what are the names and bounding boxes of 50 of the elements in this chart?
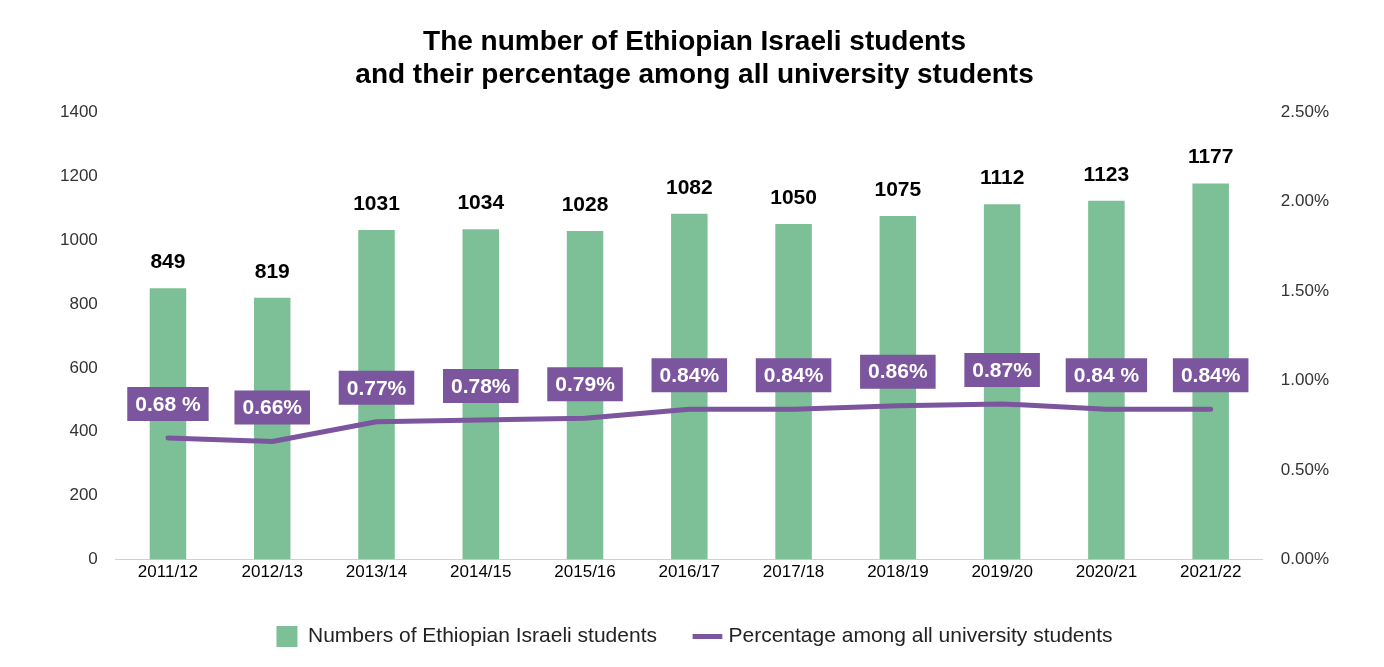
- data-label: 1112: [979, 165, 1025, 189]
- y2-tick-label: 0.00%: [1280, 549, 1329, 569]
- legend-label: Percentage among all university students: [728, 623, 1113, 647]
- x-tick-label: 2016/17: [658, 562, 721, 582]
- y-tick-label: 400: [69, 421, 98, 441]
- y2-tick-label: 1.50%: [1280, 280, 1329, 300]
- y-tick-label: 1400: [59, 101, 98, 121]
- data-label: 0.84 %: [1073, 363, 1140, 387]
- data-label: 0.78%: [450, 373, 511, 397]
- data-label: 0.84%: [763, 363, 824, 387]
- x-tick-label: 2013/14: [345, 562, 408, 582]
- x-tick-label: 2011/12: [137, 562, 199, 582]
- data-label: 1028: [561, 191, 609, 215]
- y-tick-label: 600: [69, 357, 98, 377]
- data-label: 1075: [874, 176, 922, 200]
- data-label: 849: [150, 249, 186, 273]
- data-label: 0.79%: [555, 372, 616, 396]
- y-tick-label: 1200: [59, 165, 98, 185]
- x-tick-label: 2012/13: [241, 562, 303, 582]
- data-label: 1031: [353, 190, 401, 214]
- y2-tick-label: 0.50%: [1280, 459, 1329, 479]
- data-label: 1123: [1083, 161, 1130, 185]
- x-tick-label: 2015/16: [554, 562, 616, 582]
- data-label: 0.77%: [346, 375, 407, 399]
- data-label: 0.87%: [972, 357, 1033, 381]
- legend-label: Numbers of Ethiopian Israeli students: [307, 623, 657, 647]
- x-tick-label: 2020/21: [1075, 562, 1138, 582]
- data-label: 0.68 %: [135, 391, 201, 415]
- data-label: 1177: [1187, 144, 1234, 168]
- x-tick-label: 2014/15: [450, 562, 512, 582]
- data-label: 0.84%: [1180, 363, 1241, 387]
- y-tick-label: 800: [69, 293, 98, 313]
- data-label: 1050: [770, 184, 817, 208]
- data-label: 1082: [665, 174, 713, 198]
- data-label: 0.84%: [659, 363, 720, 387]
- y2-tick-label: 2.00%: [1280, 191, 1329, 211]
- data-label: 1034: [457, 189, 505, 213]
- data-label: 0.86%: [868, 359, 928, 383]
- data-label: 0.66%: [242, 395, 303, 419]
- y2-tick-label: 2.50%: [1280, 101, 1329, 121]
- y-tick-label: 1000: [59, 229, 98, 249]
- x-tick-label: 2017/18: [762, 562, 825, 582]
- y2-tick-label: 1.00%: [1280, 370, 1329, 390]
- x-tick-label: 2019/20: [971, 562, 1033, 582]
- data-label: 819: [254, 258, 290, 282]
- y-tick-label: 200: [69, 485, 98, 505]
- x-tick-label: 2021/22: [1179, 562, 1242, 582]
- y-tick-label: 0: [88, 549, 98, 569]
- chart-title: The number of Ethiopian Israeli students and their percentage among all university students: [355, 24, 1034, 90]
- x-tick-label: 2018/19: [867, 562, 929, 582]
